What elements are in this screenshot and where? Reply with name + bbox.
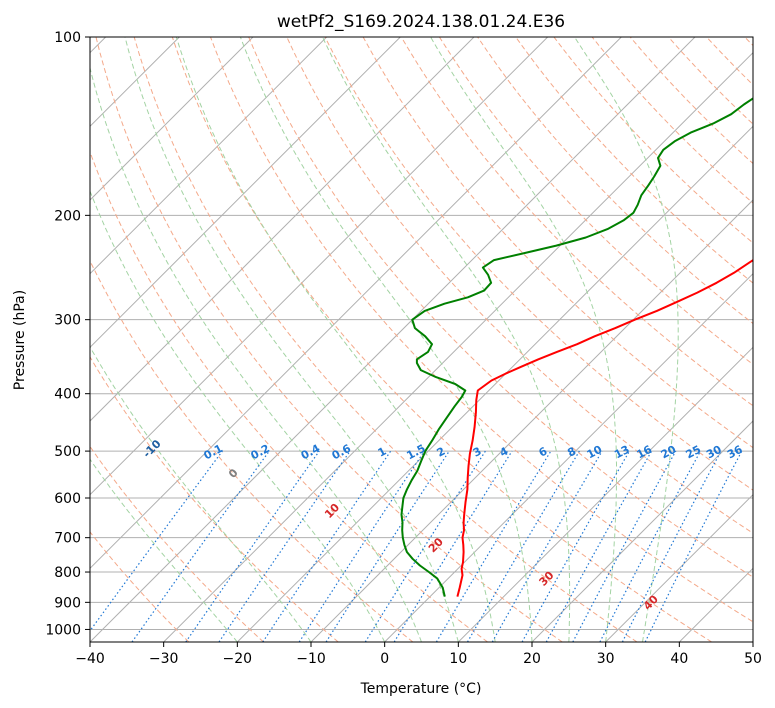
- isotherm-line: [236, 125, 753, 642]
- dewpoint-line: [400, 97, 753, 597]
- y-tick-label: 500: [54, 444, 81, 460]
- mixing-ratio-line: [218, 450, 351, 642]
- x-tick-label: −10: [296, 651, 326, 667]
- y-tick-label: 400: [54, 387, 81, 403]
- isotherm-line: [163, 51, 753, 642]
- isotherm-line: [90, 37, 328, 275]
- mixing-ratio-label: 13: [612, 443, 632, 462]
- dry-adiabat-line: [90, 259, 414, 642]
- y-tick-label: 300: [54, 313, 81, 329]
- x-tick-label: 20: [523, 651, 541, 667]
- tick-layer: −40 −30 −20 −10 0 10 20 30 40 50 1000 900 800 700 600 5…: [45, 30, 762, 667]
- temperature-line: [456, 258, 753, 597]
- moist-adiabat-line: [175, 37, 496, 642]
- dry-adiabat-line: [362, 37, 753, 449]
- dry-adiabat-line: [438, 37, 753, 365]
- y-tick-label: 1000: [45, 622, 81, 638]
- x-tick-label: 40: [670, 651, 688, 667]
- dry-adiabat-line: [400, 37, 753, 407]
- dry-adiabat-line: [286, 37, 753, 534]
- moist-adiabat-line: [90, 458, 238, 642]
- y-tick-label: 600: [54, 491, 81, 507]
- isotherm-line: [384, 272, 753, 642]
- moist-adiabat-line: [430, 37, 617, 642]
- grid-layer: [90, 37, 753, 642]
- y-tick-label: 900: [54, 595, 81, 611]
- mixing-ratio-label: 25: [684, 443, 704, 462]
- series-layer: [400, 97, 753, 597]
- x-tick-label: 50: [744, 651, 762, 667]
- mixing-ratio-label: 16: [634, 443, 654, 462]
- chart-title: wetPf2_S169.2024.138.01.24.E36: [277, 12, 565, 32]
- isotherm-line: [90, 37, 696, 642]
- mixing-ratio-line: [521, 450, 631, 642]
- x-tick-label: −30: [149, 651, 179, 667]
- y-tick-label: 200: [54, 208, 81, 224]
- x-axis-label: Temperature (°C): [360, 681, 482, 697]
- mixing-ratio-line: [364, 450, 486, 642]
- mixing-ratio-line: [491, 450, 603, 642]
- x-tick-label: 0: [380, 651, 389, 667]
- plot-frame: [89, 36, 754, 643]
- mixing-ratio-line: [131, 450, 270, 642]
- dry-adiabat-line: [95, 37, 563, 642]
- mixing-ratio-label: 36: [725, 443, 745, 462]
- moist-adiabat-line: [90, 65, 422, 642]
- isotherm-line: [90, 37, 401, 349]
- mixing-ratio-label: 10: [585, 443, 605, 462]
- x-tick-label: 10: [449, 651, 467, 667]
- dry-adiabat-line: [324, 37, 753, 491]
- dry-adiabat-line: [553, 37, 753, 244]
- isotherm-line: [531, 420, 753, 642]
- dry-adiabat-line: [248, 37, 753, 578]
- moist-adiabat-line: [574, 37, 679, 642]
- mixing-ratio-line: [466, 450, 580, 642]
- y-tick-label: 100: [54, 30, 81, 46]
- moist-adiabat-line: [239, 37, 533, 642]
- moist-adiabat-line: [124, 37, 459, 642]
- isotherm-line: [90, 37, 254, 201]
- dry-adiabat-line: [133, 37, 638, 642]
- mixing-ratio-line: [393, 450, 513, 642]
- mixing-ratio-line: [435, 450, 552, 642]
- dry-adiabat-line: [210, 37, 753, 623]
- isotherm-line: [457, 346, 753, 642]
- mixing-ratio-line: [325, 450, 450, 642]
- moist-adiabat-line: [322, 37, 571, 642]
- isotherm-line: [90, 37, 475, 422]
- mixing-ratio-line: [90, 450, 223, 632]
- isotherm-line: [90, 37, 549, 496]
- mixing-ratio-line: [572, 450, 677, 642]
- moist-adiabat-line: [90, 345, 312, 642]
- dry-adiabat-line: [90, 531, 190, 642]
- dry-adiabat-line: [477, 37, 753, 325]
- mixing-ratio-line: [545, 450, 653, 642]
- x-tick-label: 30: [597, 651, 615, 667]
- mixing-ratio-label: 30: [704, 443, 724, 462]
- isotherm-line: [90, 37, 622, 570]
- x-tick-label: −40: [75, 651, 105, 667]
- mixing-ratio-line: [185, 450, 320, 642]
- dry-adiabat-line: [171, 37, 712, 642]
- y-tick-label: 800: [54, 565, 81, 581]
- y-tick-label: 700: [54, 531, 81, 547]
- y-axis-label: Pressure (hPa): [12, 290, 28, 390]
- isotherm-line: [605, 493, 753, 642]
- x-tick-label: −20: [223, 651, 253, 667]
- mixing-ratio-label: 20: [659, 443, 679, 462]
- dry-adiabat-line: [90, 150, 488, 642]
